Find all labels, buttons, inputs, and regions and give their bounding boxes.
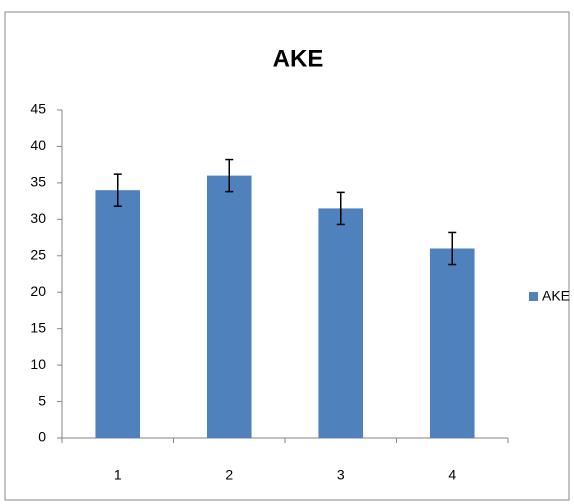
x-tick-label: 4 — [448, 467, 456, 483]
y-tick-label: 20 — [30, 283, 46, 299]
bar — [206, 175, 252, 438]
bar — [429, 248, 475, 438]
legend-label: AKE — [542, 288, 570, 304]
y-tick-label: 45 — [30, 101, 46, 117]
y-tick-label: 25 — [30, 246, 46, 262]
y-tick-label: 15 — [30, 319, 46, 335]
y-tick-label: 30 — [30, 210, 46, 226]
bar — [318, 208, 364, 438]
x-tick-label: 1 — [114, 467, 122, 483]
bar — [95, 190, 141, 438]
y-tick-label: 40 — [30, 137, 46, 153]
x-tick-label: 2 — [225, 467, 233, 483]
legend-swatch — [529, 292, 538, 301]
chart-title: AKE — [273, 45, 324, 72]
chart-border — [4, 11, 570, 501]
y-tick-label: 35 — [30, 174, 46, 190]
y-tick-label: 5 — [38, 392, 46, 408]
y-tick-label: 10 — [30, 356, 46, 372]
y-tick-label: 0 — [38, 429, 46, 445]
x-tick-label: 3 — [337, 467, 345, 483]
